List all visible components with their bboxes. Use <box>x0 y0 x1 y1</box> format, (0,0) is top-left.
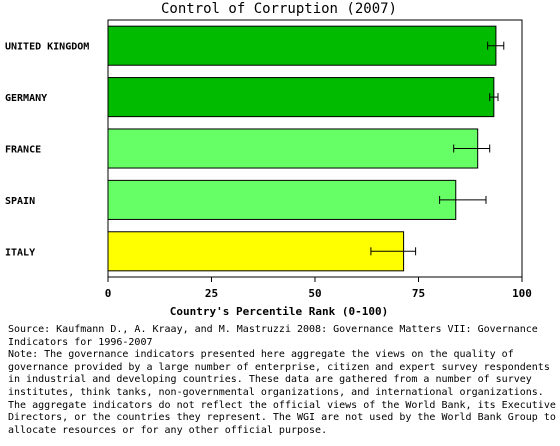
bar <box>107 179 457 220</box>
bar <box>107 128 479 169</box>
category-label: GERMANY <box>5 93 47 104</box>
category-label: UNITED KINGDOM <box>5 42 89 53</box>
bar <box>107 231 405 272</box>
x-tick-label: 50 <box>308 287 321 300</box>
category-label: ITALY <box>5 247 35 258</box>
bar-chart: Control of Corruption (2007) UNITED KING… <box>5 1 532 318</box>
x-tick-label: 0 <box>105 287 112 300</box>
x-tick-label: 75 <box>412 287 425 300</box>
category-label: FRANCE <box>5 145 41 156</box>
category-label: SPAIN <box>5 196 35 207</box>
disclaimer-note: Note: The governance indicators presente… <box>8 349 556 436</box>
x-tick-label: 25 <box>205 287 218 300</box>
x-axis: 0 25 50 75 100 <box>105 277 532 300</box>
bar <box>107 25 497 66</box>
bar <box>107 77 495 118</box>
x-tick-label: 100 <box>512 287 532 300</box>
notes-block: Source: Kaufmann D., A. Kraay, and M. Ma… <box>8 324 556 437</box>
x-axis-title: Country's Percentile Rank (0-100) <box>170 305 389 318</box>
chart-title: Control of Corruption (2007) <box>161 1 397 17</box>
bars-layer: UNITED KINGDOM GERMANY FRANCE SPAIN ITALY <box>5 25 505 272</box>
source-note: Source: Kaufmann D., A. Kraay, and M. Ma… <box>8 324 544 348</box>
